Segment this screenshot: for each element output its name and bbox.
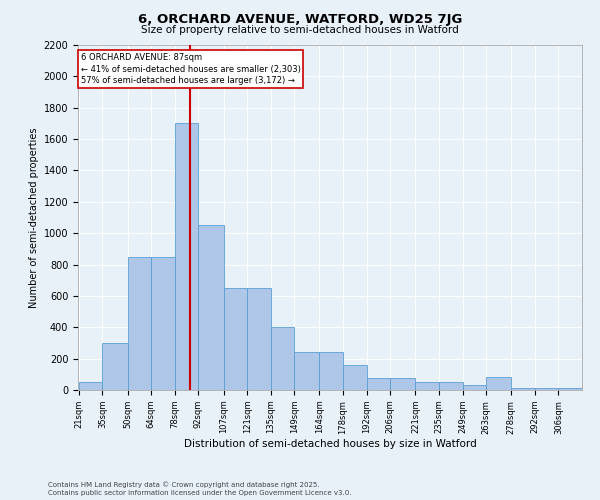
Bar bbox=[199, 226, 224, 390]
Bar bbox=[439, 382, 463, 390]
Bar bbox=[415, 382, 439, 390]
Bar bbox=[79, 382, 103, 390]
Text: Contains HM Land Registry data © Crown copyright and database right 2025.: Contains HM Land Registry data © Crown c… bbox=[48, 481, 320, 488]
Bar bbox=[247, 288, 271, 390]
Y-axis label: Number of semi-detached properties: Number of semi-detached properties bbox=[29, 127, 40, 308]
Text: Size of property relative to semi-detached houses in Watford: Size of property relative to semi-detach… bbox=[141, 25, 459, 35]
Bar bbox=[511, 388, 535, 390]
Bar bbox=[103, 343, 128, 390]
X-axis label: Distribution of semi-detached houses by size in Watford: Distribution of semi-detached houses by … bbox=[184, 439, 476, 449]
Bar bbox=[151, 256, 175, 390]
Bar bbox=[390, 378, 415, 390]
Bar bbox=[535, 388, 559, 390]
Bar bbox=[319, 352, 343, 390]
Text: 6, ORCHARD AVENUE, WATFORD, WD25 7JG: 6, ORCHARD AVENUE, WATFORD, WD25 7JG bbox=[138, 12, 462, 26]
Bar bbox=[175, 124, 199, 390]
Text: Contains public sector information licensed under the Open Government Licence v3: Contains public sector information licen… bbox=[48, 490, 352, 496]
Bar bbox=[271, 328, 294, 390]
Bar bbox=[559, 388, 582, 390]
Bar bbox=[463, 386, 486, 390]
Bar bbox=[343, 365, 367, 390]
Bar bbox=[128, 256, 151, 390]
Bar bbox=[294, 352, 319, 390]
Bar bbox=[367, 378, 390, 390]
Bar bbox=[224, 288, 247, 390]
Text: 6 ORCHARD AVENUE: 87sqm
← 41% of semi-detached houses are smaller (2,303)
57% of: 6 ORCHARD AVENUE: 87sqm ← 41% of semi-de… bbox=[80, 53, 301, 86]
Bar bbox=[486, 378, 511, 390]
